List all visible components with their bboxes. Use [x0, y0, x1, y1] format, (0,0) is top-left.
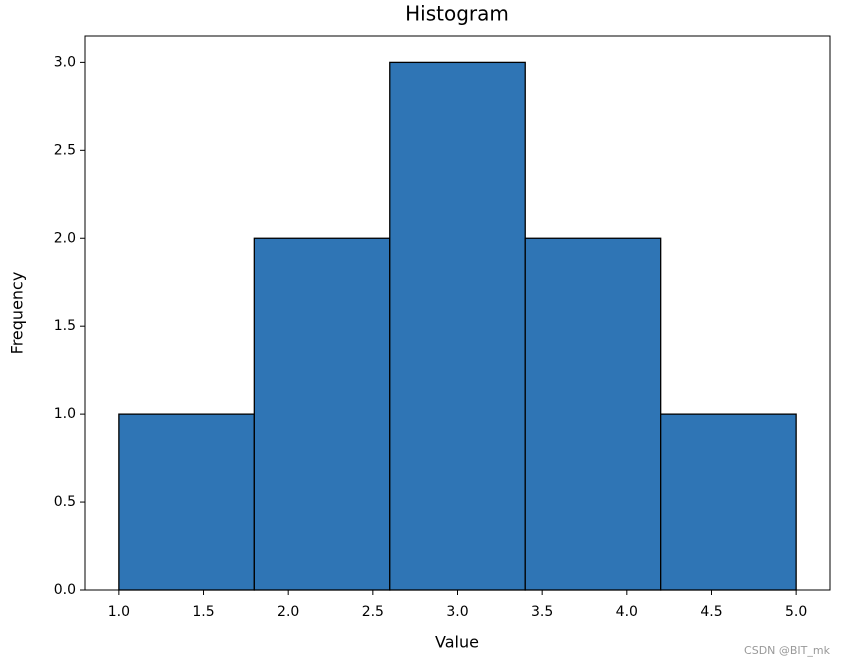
x-tick-label: 5.0 [785, 604, 807, 620]
y-tick-label: 1.5 [54, 318, 76, 334]
chart-title: Histogram [405, 2, 509, 26]
x-axis-label: Value [435, 633, 479, 652]
bar [118, 413, 255, 591]
watermark: CSDN @BIT_mk [744, 644, 831, 657]
bar [524, 237, 662, 591]
bar [660, 413, 797, 591]
y-tick-label: 3.0 [54, 54, 76, 70]
x-tick-label: 1.5 [192, 604, 214, 620]
y-axis-label: Frequency [8, 272, 27, 355]
y-tick-label: 1.0 [54, 406, 76, 422]
y-tick-label: 0.0 [54, 582, 76, 598]
x-tick-label: 4.0 [616, 604, 638, 620]
x-tick-label: 4.5 [700, 604, 722, 620]
y-tick-label: 2.5 [54, 142, 76, 158]
y-tick-label: 2.0 [54, 230, 76, 246]
x-tick-label: 1.0 [108, 604, 130, 620]
x-tick-label: 3.0 [446, 604, 468, 620]
x-tick-label: 2.5 [362, 604, 384, 620]
plot-frame [84, 35, 831, 591]
x-tick-label: 3.5 [531, 604, 553, 620]
bar [253, 237, 391, 591]
bar [389, 61, 526, 591]
x-tick-label: 2.0 [277, 604, 299, 620]
y-tick-label: 0.5 [54, 494, 76, 510]
